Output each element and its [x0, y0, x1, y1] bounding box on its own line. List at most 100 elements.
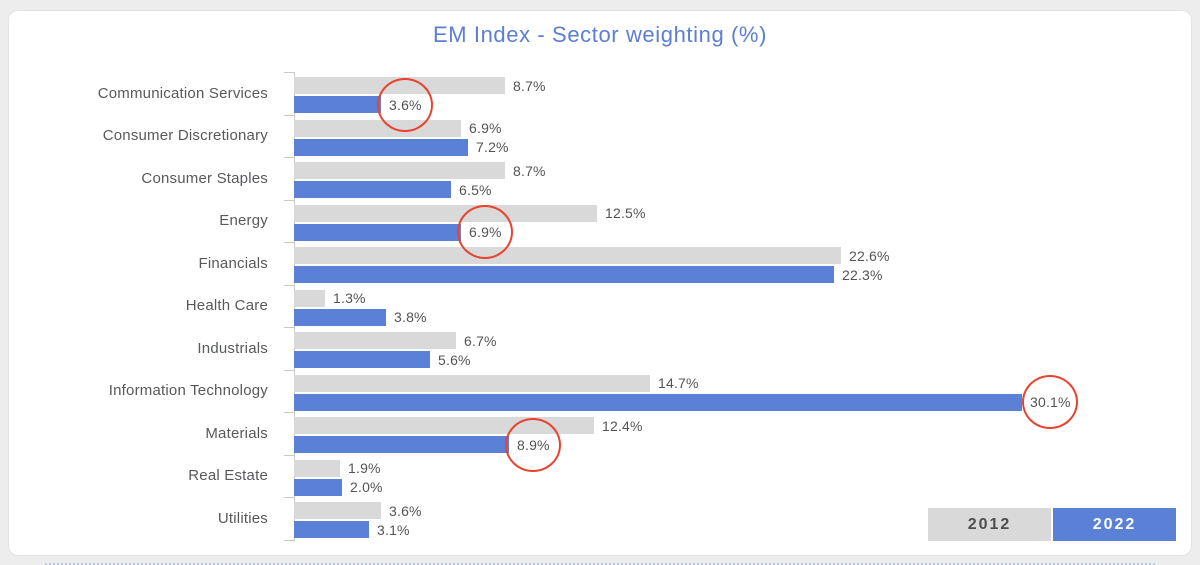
category-row: Information Technology 14.7% 30.1% [40, 370, 1180, 429]
bar-2022 [294, 223, 461, 241]
value-label: 3.6% [389, 502, 422, 519]
legend-item-2012: 2012 [928, 508, 1051, 541]
bar-group: 1.3% 3.8% [294, 285, 1180, 328]
category-label: Information Technology [108, 382, 268, 400]
value-label: 1.9% [348, 460, 381, 476]
bar-2012 [294, 417, 594, 434]
bar-line: 1.9% [294, 459, 1180, 477]
bar-line: 2.0% [294, 478, 1180, 496]
bar-2012 [294, 77, 505, 94]
axis-tick [284, 412, 295, 413]
bar-line: 8.7% [294, 77, 1180, 94]
bar-line: 3.6% [294, 77, 1180, 132]
category-label: Real Estate [188, 467, 268, 485]
axis-tick [284, 72, 295, 73]
category-label: Health Care [185, 297, 268, 315]
category-label: Utilities [217, 509, 268, 527]
category-label: Consumer Discretionary [102, 127, 268, 145]
bar-2012 [294, 502, 381, 519]
bar-group: 3.6% 3.1% [294, 497, 1180, 540]
axis-tick [284, 497, 295, 498]
bar-line: 12.5% [294, 204, 1180, 222]
bar-2022 [294, 138, 468, 156]
bar-2022 [294, 266, 834, 283]
bar-2022 [294, 521, 369, 538]
bar-2022 [294, 351, 430, 368]
bar-group: 6.9% 7.2% [294, 115, 1180, 158]
value-label: 5.6% [438, 351, 471, 368]
bar-2012 [294, 204, 597, 222]
value-label: 6.9% [457, 205, 514, 259]
axis-tick [284, 540, 295, 541]
value-label: 3.1% [377, 521, 410, 538]
bar-group: 8.7% 6.5% [294, 157, 1180, 200]
category-row: Utilities 3.6% 3.1% [40, 497, 1180, 540]
value-label: 2.0% [350, 479, 383, 495]
bar-2012 [294, 374, 650, 392]
page-bottom-divider [45, 563, 1155, 565]
bar-2012 [294, 119, 461, 137]
axis-tick [284, 200, 295, 201]
value-label: 1.3% [333, 290, 366, 306]
value-label: 12.4% [602, 417, 643, 434]
axis-tick [284, 455, 295, 456]
bar-line: 22.6% [294, 247, 1180, 264]
bar-line: 14.7% [294, 374, 1180, 392]
category-row: Consumer Staples 8.7% 6.5% [40, 157, 1180, 200]
value-label: 30.1% [1022, 375, 1079, 429]
category-row: Health Care 1.3% 3.8% [40, 285, 1180, 328]
bar-2012 [294, 162, 505, 179]
value-label: 12.5% [605, 205, 646, 221]
axis-tick [284, 327, 295, 328]
category-row: Industrials 6.7% 5.6% [40, 327, 1180, 370]
bar-group: 22.6% 22.3% [294, 242, 1180, 285]
bar-group: 6.7% 5.6% [294, 327, 1180, 370]
bar-2022 [294, 308, 386, 326]
category-row: Real Estate 1.9% 2.0% [40, 455, 1180, 498]
value-label: 3.6% [377, 77, 434, 132]
bar-group: 12.5% 6.9% [294, 200, 1180, 259]
bar-2012 [294, 247, 841, 264]
bar-2012 [294, 459, 340, 477]
category-row: Consumer Discretionary 6.9% 7.2% [40, 115, 1180, 158]
chart-title: EM Index - Sector weighting (%) [432, 22, 768, 47]
bar-line: 6.5% [294, 181, 1180, 198]
value-label: 22.3% [842, 266, 883, 283]
bar-group: 1.9% 2.0% [294, 455, 1180, 498]
bar-line: 3.8% [294, 308, 1180, 326]
axis-tick [284, 242, 295, 243]
bar-2022 [294, 436, 509, 453]
value-label: 8.9% [505, 417, 562, 472]
bar-2012 [294, 332, 456, 349]
chart-card [8, 10, 1192, 556]
bar-line: 3.1% [294, 521, 1180, 538]
bar-line: 6.9% [294, 205, 1180, 259]
axis-tick [284, 370, 295, 371]
bar-2012 [294, 289, 325, 307]
category-row: Communication Services 8.7% 3.6% [40, 72, 1180, 132]
value-label: 6.5% [459, 181, 492, 198]
chart-area: Communication Services 8.7% 3.6% Consumer D… [40, 72, 1180, 540]
bar-line: 6.7% [294, 332, 1180, 349]
category-row: Financials 22.6% 22.3% [40, 242, 1180, 285]
bar-line: 6.9% [294, 119, 1180, 137]
axis-tick [284, 157, 295, 158]
category-label: Energy [219, 212, 268, 230]
chart-rows: Communication Services 8.7% 3.6% Consumer D… [40, 72, 1180, 540]
bar-2022 [294, 393, 1022, 411]
bar-line: 8.9% [294, 417, 1180, 472]
bar-line: 12.4% [294, 417, 1180, 434]
category-label: Consumer Staples [141, 169, 268, 187]
bar-2022 [294, 181, 451, 198]
value-label: 8.7% [513, 162, 546, 179]
bar-2022 [294, 478, 342, 496]
bar-line: 22.3% [294, 266, 1180, 283]
chart-legend: 2012 2022 [928, 508, 1176, 541]
category-label: Financials [198, 254, 268, 272]
value-label: 7.2% [476, 139, 509, 155]
category-label: Materials [205, 424, 268, 442]
value-label: 6.9% [469, 120, 502, 136]
bar-line: 7.2% [294, 138, 1180, 156]
category-row: Energy 12.5% 6.9% [40, 200, 1180, 259]
bar-2022 [294, 96, 381, 113]
